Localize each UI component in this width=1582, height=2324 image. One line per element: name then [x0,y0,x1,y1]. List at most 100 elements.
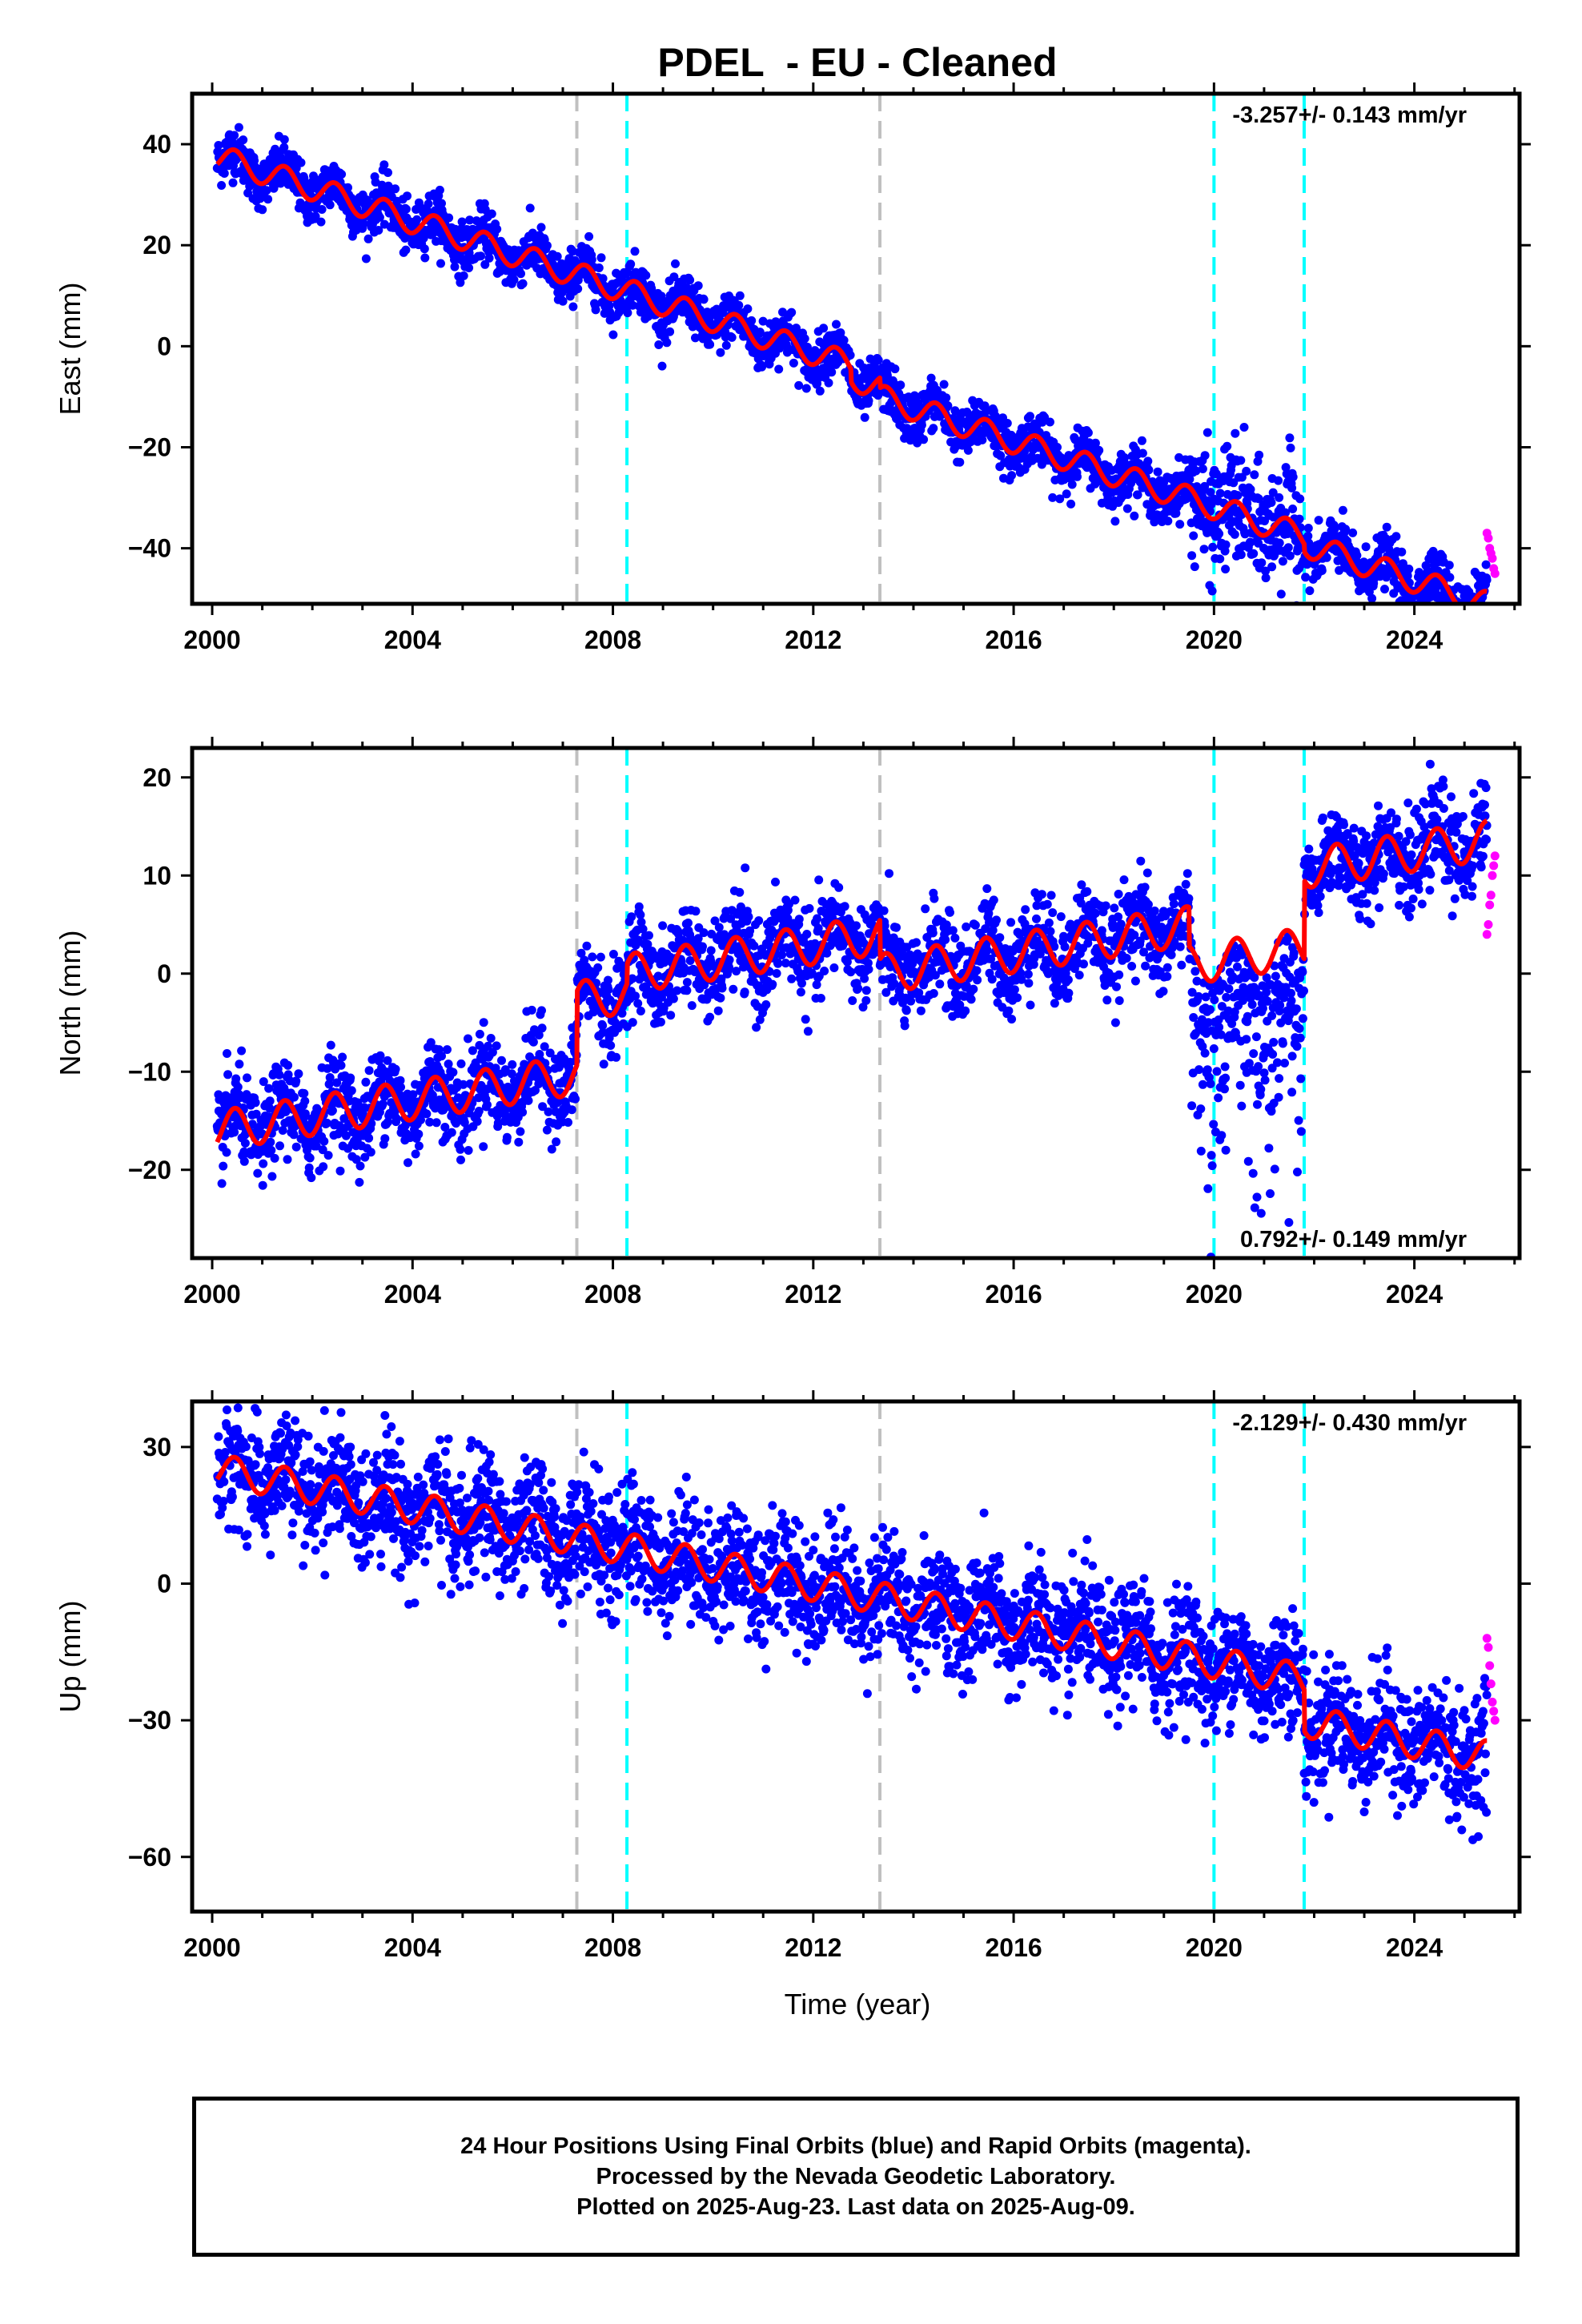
data-point [1482,575,1492,585]
data-point [1021,905,1030,915]
data-point [797,979,806,988]
data-point [480,259,490,269]
data-point [518,1108,528,1117]
data-point [279,143,289,152]
data-point [950,933,960,943]
data-point [270,1153,279,1163]
data-point [682,283,692,292]
data-point [634,902,644,911]
data-point [860,412,869,422]
data-point [834,883,844,892]
data-point [790,895,800,905]
data-point [810,346,820,356]
data-point [502,1132,512,1142]
data-point [935,979,945,989]
data-point [361,1077,371,1087]
data-point [319,1136,329,1146]
data-point [1466,609,1475,618]
data-point [319,1162,328,1172]
data-point [705,340,715,349]
data-point [685,275,695,285]
data-point [1137,436,1146,445]
data-point [1073,472,1082,481]
data-point [604,985,613,995]
x-tick-label: 2008 [584,625,641,654]
data-point [1455,605,1464,614]
data-point [456,1155,465,1164]
data-point [1462,611,1471,620]
data-point [962,922,971,931]
data-point [1215,529,1224,538]
data-point [1230,529,1239,539]
data-point [628,1018,637,1027]
data-point [307,1173,316,1183]
data-point [743,304,753,314]
data-point [587,255,596,264]
data-point [972,966,982,975]
data-point [355,1177,364,1187]
x-tick-label: 2016 [985,625,1042,654]
data-point [537,1006,546,1015]
data-point [1163,517,1173,526]
data-point [813,914,822,923]
data-point [698,942,707,951]
data-point [930,894,939,903]
data-point [1278,557,1287,566]
data-point [231,1074,241,1084]
data-point [304,1163,314,1172]
data-point [946,907,954,917]
data-point [682,978,692,987]
data-point [275,1070,284,1080]
data-point [1481,560,1491,569]
data-point [1453,618,1462,627]
data-point [317,205,327,214]
data-point [379,160,389,170]
data-point [941,935,950,944]
data-point [1283,543,1293,553]
data-point [1221,565,1231,574]
data-point [926,373,936,383]
data-point [820,967,829,975]
data-point [456,1059,466,1068]
data-point [1317,566,1327,575]
data-point [794,380,804,390]
data-point [239,135,248,145]
data-point [848,996,857,1005]
data-point [970,920,980,930]
data-point [325,200,335,210]
data-point [1391,532,1401,541]
data-point [1094,445,1104,455]
x-tick-label: 2020 [1186,625,1243,654]
data-point [465,215,475,225]
data-point [716,993,725,1003]
data-point [214,141,223,150]
data-point [929,424,938,433]
data-point [824,378,833,388]
data-point [422,1109,432,1119]
data-point [901,1006,911,1015]
data-point [1187,551,1197,561]
data-point [258,1180,267,1190]
data-point [497,1055,506,1065]
data-point [243,188,253,198]
data-point [819,324,829,333]
data-point [366,1148,375,1157]
chart-title: PDEL - EU - Cleaned [657,40,1057,85]
data-point [1236,456,1246,465]
data-point [584,231,594,241]
data-point [264,1084,274,1093]
data-point [525,203,535,213]
data-point [1452,611,1461,620]
data-point [747,316,757,325]
data-point [593,963,603,972]
data-point [1053,443,1062,452]
data-point [669,272,679,282]
data-point [234,123,243,132]
data-point [744,912,753,922]
data-point [258,205,267,215]
data-point [542,241,552,251]
data-point [311,211,320,221]
data-point [787,308,797,317]
plot-area-north [212,748,1500,1258]
